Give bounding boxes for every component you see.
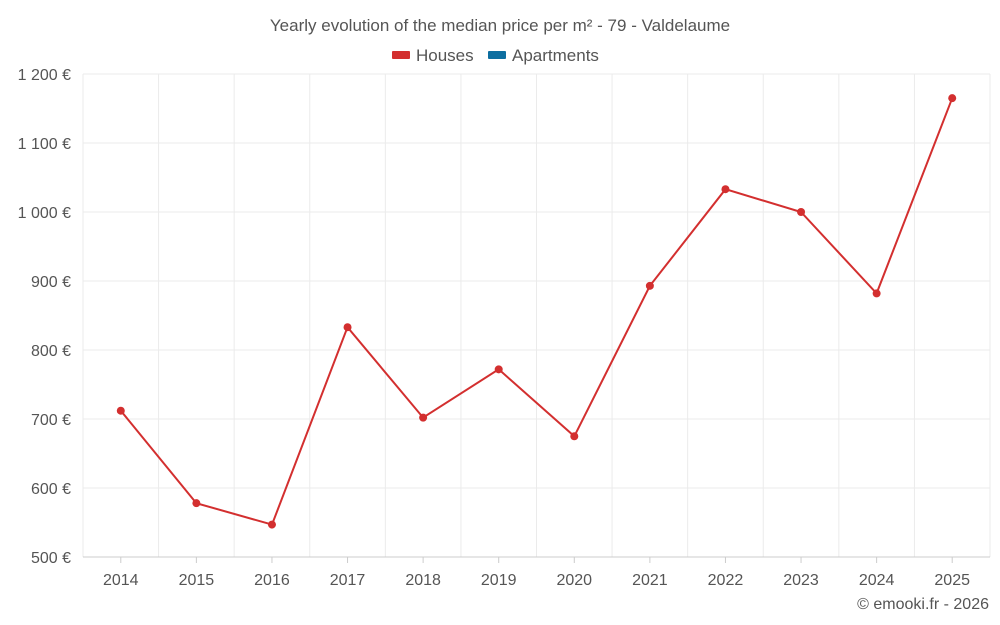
credit-text: © emooki.fr - 2026 — [857, 596, 989, 613]
y-tick-label: 600 € — [31, 481, 71, 498]
x-tick-label: 2024 — [859, 572, 895, 589]
legend-item-houses[interactable]: Houses — [392, 46, 474, 65]
data-point-houses[interactable] — [494, 365, 503, 374]
x-tick-label: 2015 — [179, 572, 215, 589]
data-point-houses[interactable] — [948, 94, 957, 103]
x-tick-label: 2018 — [405, 572, 441, 589]
data-point-houses[interactable] — [419, 413, 428, 422]
legend-swatch-apartments — [488, 51, 506, 59]
legend-label-apartments: Apartments — [512, 46, 599, 65]
data-point-houses[interactable] — [797, 208, 806, 216]
x-tick-label: 2025 — [934, 572, 970, 589]
x-tick-label: 2019 — [481, 572, 517, 589]
legend-label-houses: Houses — [416, 46, 474, 65]
grid — [82, 73, 991, 558]
legend-swatch-houses — [392, 51, 410, 59]
series-line-houses — [120, 97, 954, 526]
data-point-houses[interactable] — [116, 406, 125, 415]
y-tick-label: 700 € — [31, 412, 71, 429]
legend: Houses Apartments — [392, 46, 599, 65]
data-point-houses[interactable] — [645, 281, 654, 290]
chart-title: Yearly evolution of the median price per… — [270, 16, 730, 35]
y-tick-label: 500 € — [31, 550, 71, 567]
x-tick-label: 2014 — [103, 572, 139, 589]
x-axis: 2014 2015 2016 2017 2018 2019 2020 2021 2022 2023… — [103, 557, 970, 589]
legend-item-apartments[interactable]: Apartments — [488, 46, 599, 65]
x-tick-label: 2022 — [708, 572, 744, 589]
x-tick-label: 2023 — [783, 572, 819, 589]
y-tick-label: 800 € — [31, 343, 71, 360]
data-point-houses[interactable] — [872, 289, 881, 298]
y-tick-label: 1 100 € — [18, 136, 71, 153]
x-tick-label: 2016 — [254, 572, 290, 589]
y-tick-label: 1 200 € — [18, 67, 71, 84]
data-point-houses[interactable] — [343, 323, 352, 332]
x-tick-label: 2017 — [330, 572, 366, 589]
x-tick-label: 2021 — [632, 572, 668, 589]
series-layer — [116, 94, 957, 529]
data-point-houses[interactable] — [721, 185, 730, 194]
y-tick-label: 1 000 € — [18, 205, 71, 222]
y-axis: 500 € 600 € 700 € 800 € 900 € 1 000 € 1 100 € 1… — [18, 67, 71, 567]
data-point-houses[interactable] — [267, 520, 276, 529]
x-tick-label: 2020 — [556, 572, 592, 589]
y-tick-label: 900 € — [31, 274, 71, 291]
data-point-houses[interactable] — [192, 499, 201, 508]
data-point-houses[interactable] — [570, 432, 579, 441]
